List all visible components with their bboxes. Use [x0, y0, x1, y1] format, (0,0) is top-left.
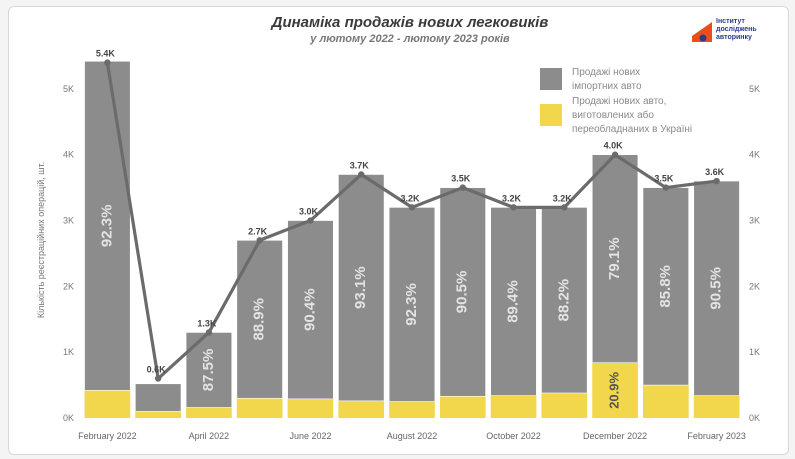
y-tick-label-right: 0K [749, 413, 760, 423]
y-tick-label-right: 1K [749, 347, 760, 357]
legend-label-domestic-2: виготовлених або [572, 109, 654, 121]
total-label: 3.7K [350, 160, 370, 170]
bar-percent-label: 93.1% [352, 266, 369, 309]
legend-label-domestic-1: Продажі нових авто, [572, 96, 666, 107]
bar-imported [591, 154, 639, 364]
total-point [307, 217, 314, 224]
bar-imported [84, 60, 131, 391]
bar-domestic [135, 411, 181, 418]
total-label: 3.5K [654, 174, 674, 184]
bar-imported [642, 187, 689, 386]
total-label: 3.2K [502, 193, 522, 203]
bar-percent-label: 89.4% [505, 280, 522, 323]
total-point [611, 151, 619, 158]
y-tick-label-left: 2K [63, 281, 74, 291]
bar-percent-label: 87.5% [200, 349, 217, 392]
bar-percent-label: 79.1% [606, 237, 623, 280]
total-label: 2.7K [248, 226, 268, 236]
bar-imported [287, 220, 334, 400]
bar-domestic [236, 398, 283, 418]
y-tick-label-right: 3K [749, 216, 760, 226]
total-point [510, 204, 517, 211]
total-point [713, 177, 720, 185]
x-tick-label: October 2022 [486, 431, 541, 441]
bar-domestic [84, 390, 131, 418]
legend-swatch-domestic [540, 104, 562, 126]
x-tick-label: August 2022 [387, 431, 438, 441]
total-label: 3.2K [400, 193, 420, 203]
total-label: 0.6K [147, 365, 167, 375]
y-tick-label-left: 0K [63, 413, 74, 423]
logo-line-3: авторинку [716, 34, 752, 41]
bar-domestic [541, 392, 588, 418]
bar-domestic [693, 395, 740, 418]
total-label: 3.5K [451, 174, 471, 184]
x-tick-label: December 2022 [583, 431, 647, 441]
bar-percent-label: 92.3% [403, 283, 420, 326]
bar-domestic [338, 400, 385, 418]
legend-swatch-imported [540, 68, 562, 90]
chart-title: Динаміка продажів нових легковиків [270, 14, 549, 31]
legend-label-imported-2: імпортних авто [572, 81, 642, 92]
y-axis-label: Кількість реєстраційних операцій, шт. [36, 162, 46, 318]
x-tick-label: April 2022 [189, 431, 230, 441]
total-point [104, 59, 111, 66]
total-point [662, 184, 670, 191]
bar-percent-label: 90.4% [301, 288, 318, 331]
logo-line-1: Інститут [716, 18, 745, 25]
bar-imported [338, 174, 385, 402]
total-point [561, 204, 568, 211]
x-tick-label: June 2022 [289, 431, 331, 441]
bar-percent-label: 88.9% [251, 298, 268, 341]
total-label: 3.2K [553, 193, 573, 203]
total-label: 3.6K [705, 167, 725, 177]
bar-imported [439, 187, 486, 397]
y-tick-label-left: 1K [63, 347, 74, 357]
bar-domestic [592, 362, 638, 418]
bar-domestic [186, 407, 232, 418]
logo-wheel-icon [699, 34, 707, 42]
logo-car-icon [692, 22, 712, 42]
x-tick-label: February 2023 [687, 431, 746, 441]
y-tick-label-right: 2K [749, 281, 760, 291]
total-label: 4.0K [604, 141, 624, 151]
bar-percent-label: 90.5% [454, 271, 471, 314]
legend-label-domestic-3: переобладнаних в Україні [572, 123, 692, 135]
total-point [154, 375, 162, 382]
y-tick-label-left: 5K [63, 84, 74, 94]
bar-percent-label: 92.3% [98, 205, 115, 248]
institute-logo: Інститут досліджень авторинку [692, 18, 757, 42]
total-point [358, 171, 365, 178]
logo-line-2: досліджень [716, 25, 757, 33]
bar-domestic [287, 398, 334, 418]
total-point [205, 329, 213, 336]
total-label: 3.0K [299, 207, 319, 217]
total-point [408, 204, 416, 211]
bar-domestic [490, 395, 537, 418]
bar-domestic [389, 401, 435, 418]
legend-label-imported-1: Продажі нових [572, 67, 640, 78]
total-label: 1.3K [197, 318, 217, 328]
y-tick-label-left: 4K [63, 150, 74, 160]
chart-legend: Продажі нових імпортних авто Продажі нов… [540, 67, 692, 135]
bar-imported [490, 207, 537, 396]
chart-subtitle: у лютому 2022 - лютому 2023 років [309, 33, 510, 45]
bar-domestic [643, 385, 689, 418]
bar-imported [541, 207, 588, 394]
y-tick-label-right: 5K [749, 84, 760, 94]
bar-percent-label: 90.5% [708, 267, 725, 310]
y-tick-label-right: 4K [749, 150, 760, 160]
bar-percent-label: 85.8% [657, 265, 674, 308]
x-tick-label: February 2022 [78, 431, 137, 441]
bar-percent-label-domestic: 20.9% [607, 371, 622, 408]
bar-imported [388, 207, 436, 402]
bar-domestic [439, 396, 486, 418]
y-tick-label-left: 3K [63, 216, 74, 226]
total-point [256, 237, 263, 244]
total-point [459, 184, 466, 191]
bar-imported [135, 383, 182, 412]
total-label: 5.4K [96, 49, 116, 59]
bar-percent-label: 88.2% [555, 279, 572, 322]
